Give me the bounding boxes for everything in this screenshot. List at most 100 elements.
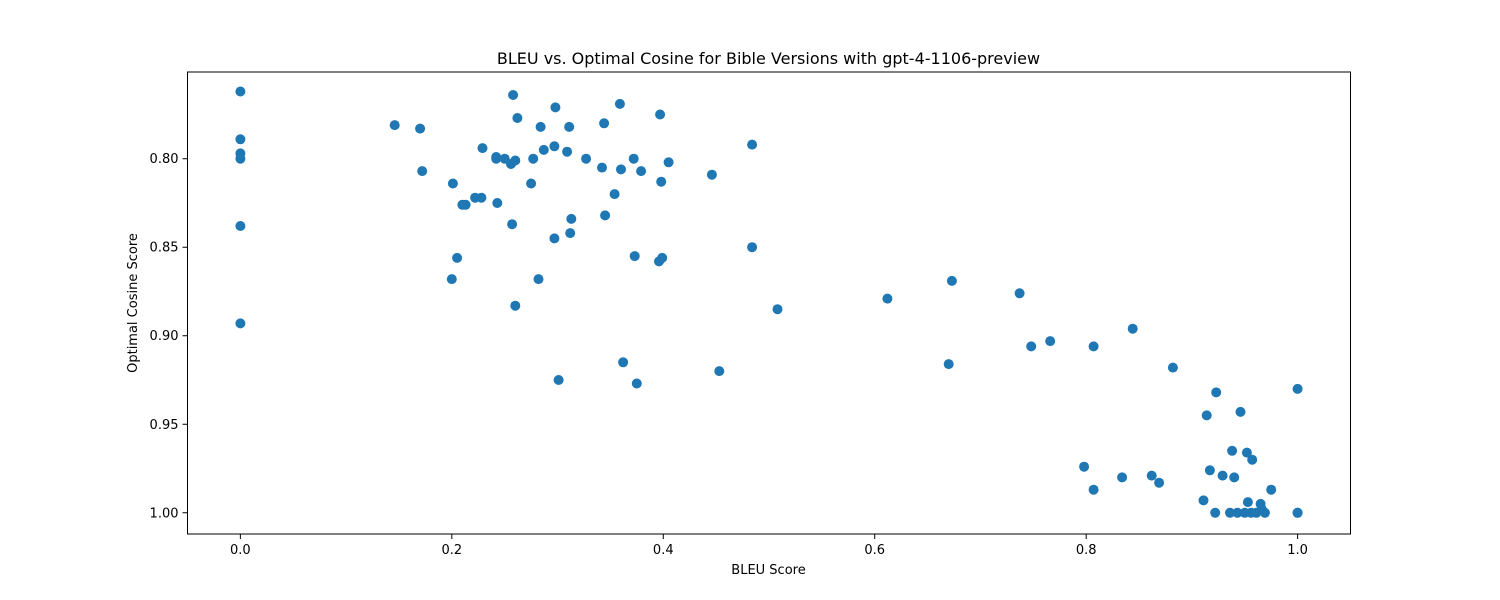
data-point xyxy=(706,169,717,180)
data-point xyxy=(747,242,758,253)
data-point xyxy=(663,157,674,168)
data-point xyxy=(946,275,957,286)
data-point xyxy=(1026,341,1037,352)
data-point xyxy=(235,86,246,97)
data-point xyxy=(476,192,487,203)
data-point xyxy=(549,233,560,244)
data-point xyxy=(629,251,640,262)
y-axis-label: Optimal Cosine Score xyxy=(126,233,141,373)
data-point xyxy=(636,166,647,177)
data-point xyxy=(1292,383,1303,394)
data-point xyxy=(618,357,629,368)
data-point xyxy=(491,152,502,162)
data-point xyxy=(1127,323,1138,334)
data-point xyxy=(535,121,546,132)
data-point xyxy=(600,210,611,221)
y-tick-label: 1.00 xyxy=(150,506,179,521)
data-point xyxy=(447,178,458,189)
data-point xyxy=(657,252,668,263)
y-axis-ticks: 0.80 0.85 0.90 0.95 1.00 xyxy=(150,152,188,521)
y-tick-label: 0.80 xyxy=(150,152,179,167)
data-point xyxy=(549,141,560,152)
data-point xyxy=(553,375,564,385)
data-point xyxy=(235,318,246,329)
data-point xyxy=(609,189,620,200)
data-point xyxy=(446,274,457,285)
data-point xyxy=(882,293,893,304)
data-point xyxy=(492,198,503,208)
data-point xyxy=(772,304,783,315)
data-point xyxy=(538,144,549,155)
data-point xyxy=(550,102,561,113)
data-point xyxy=(389,120,400,131)
data-point xyxy=(562,146,573,157)
data-point xyxy=(599,118,610,129)
x-tick-label: 0.2 xyxy=(441,543,462,558)
data-point xyxy=(564,121,575,132)
data-point xyxy=(616,164,626,175)
data-point xyxy=(1079,461,1090,472)
data-point xyxy=(597,162,607,173)
data-point xyxy=(1014,288,1025,299)
y-tick-label: 0.85 xyxy=(150,241,179,256)
x-tick-label: 0.6 xyxy=(864,543,885,558)
x-tick-label: 0.4 xyxy=(653,543,674,558)
data-point xyxy=(1241,447,1252,458)
data-point xyxy=(1235,406,1246,417)
data-point xyxy=(1247,454,1258,465)
data-point xyxy=(1217,470,1228,481)
chart-title: BLEU vs. Optimal Cosine for Bible Versio… xyxy=(497,49,1040,68)
x-axis-ticks: 0.0 0.2 0.4 0.6 0.8 1.0 xyxy=(230,534,1308,558)
data-point xyxy=(1225,507,1235,518)
y-tick-label: 0.90 xyxy=(150,329,179,344)
data-point xyxy=(452,252,463,263)
data-point xyxy=(235,134,246,145)
data-point xyxy=(1146,470,1157,481)
data-point xyxy=(1210,507,1221,518)
data-point xyxy=(1167,362,1178,373)
data-point xyxy=(533,274,544,285)
x-tick-label: 1.0 xyxy=(1287,543,1308,558)
data-point xyxy=(1201,410,1212,421)
data-point xyxy=(510,155,521,166)
data-point xyxy=(581,153,592,164)
x-tick-label: 0.8 xyxy=(1076,543,1097,558)
data-point xyxy=(415,123,426,134)
data-point xyxy=(512,113,523,123)
data-point xyxy=(1266,484,1277,495)
y-tick-label: 0.95 xyxy=(150,418,179,433)
data-point xyxy=(460,199,471,210)
data-point xyxy=(566,213,577,224)
data-point xyxy=(614,98,625,109)
data-point xyxy=(508,90,519,100)
data-point xyxy=(714,366,725,377)
x-axis-label: BLEU Score xyxy=(731,563,805,578)
data-point xyxy=(655,109,666,120)
data-point xyxy=(1198,495,1209,506)
data-point xyxy=(477,143,488,154)
data-point xyxy=(1232,507,1243,518)
data-point xyxy=(1045,336,1056,347)
data-point xyxy=(1088,341,1099,352)
data-point xyxy=(1259,507,1270,518)
data-point xyxy=(507,219,518,230)
x-tick-label: 0.0 xyxy=(230,543,251,558)
data-point xyxy=(1292,507,1303,518)
data-point xyxy=(1088,484,1099,495)
data-point xyxy=(943,359,954,370)
data-point xyxy=(1154,477,1165,488)
data-point xyxy=(1211,387,1222,398)
data-point xyxy=(565,228,576,239)
plot-area-frame xyxy=(187,71,1351,535)
data-point xyxy=(528,153,539,164)
data-point xyxy=(1117,472,1128,483)
data-point xyxy=(235,221,246,231)
data-point xyxy=(235,153,246,164)
data-point xyxy=(1229,472,1240,483)
data-point xyxy=(1227,445,1238,456)
data-point xyxy=(417,166,428,177)
data-point xyxy=(656,176,667,187)
data-point xyxy=(1204,465,1215,476)
data-point xyxy=(628,153,639,164)
